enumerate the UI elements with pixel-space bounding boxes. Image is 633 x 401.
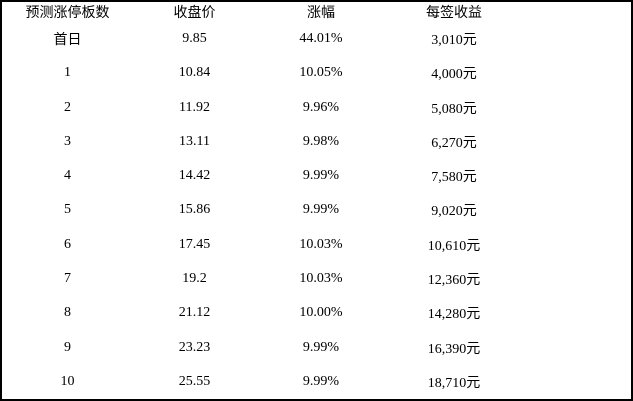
row-filler-cell bbox=[522, 228, 631, 262]
cell-predicted-boards: 7 bbox=[64, 270, 71, 286]
cell-profit-per-lot: 12,360元 bbox=[427, 272, 481, 288]
cell-predicted-boards: 首日 bbox=[53, 33, 82, 49]
row-filler-cell bbox=[522, 91, 631, 125]
cell-profit-per-lot: 4,000元 bbox=[431, 67, 477, 83]
cell-gain-percent: 10.03% bbox=[299, 270, 343, 286]
cell-profit-per-lot: 10,610元 bbox=[427, 238, 481, 254]
cell-profit-per-lot: 6,270元 bbox=[431, 135, 477, 151]
cell-gain-percent: 9.96% bbox=[302, 99, 340, 115]
cell-closing-price: 21.12 bbox=[178, 305, 211, 321]
cell-profit-per-lot: 16,390元 bbox=[427, 341, 481, 357]
row-filler-cell bbox=[522, 262, 631, 296]
row-filler-cell bbox=[522, 330, 631, 364]
table-row: 9 23.23 9.99% 16,390元 bbox=[2, 330, 631, 364]
cell-closing-price: 10.84 bbox=[178, 65, 211, 81]
row-filler-cell bbox=[522, 365, 631, 399]
table-row: 5 15.86 9.99% 9,020元 bbox=[2, 193, 631, 227]
table-row: 3 13.11 9.98% 6,270元 bbox=[2, 125, 631, 159]
cell-predicted-boards: 8 bbox=[64, 305, 71, 321]
cell-gain-percent: 9.99% bbox=[302, 168, 340, 184]
table-row: 7 19.2 10.03% 12,360元 bbox=[2, 262, 631, 296]
cell-closing-price: 13.11 bbox=[179, 133, 210, 149]
row-filler-cell bbox=[522, 56, 631, 90]
cell-closing-price: 11.92 bbox=[179, 99, 210, 115]
cell-profit-per-lot: 14,280元 bbox=[427, 307, 481, 323]
cell-gain-percent: 10.03% bbox=[299, 236, 343, 252]
cell-gain-percent: 10.05% bbox=[299, 65, 343, 81]
cell-profit-per-lot: 3,010元 bbox=[431, 33, 477, 49]
header-closing-price: 收盘价 bbox=[173, 6, 216, 21]
cell-profit-per-lot: 7,580元 bbox=[431, 170, 477, 186]
cell-predicted-boards: 1 bbox=[64, 65, 71, 81]
cell-predicted-boards: 3 bbox=[64, 133, 71, 149]
cell-closing-price: 9.85 bbox=[182, 31, 207, 47]
cell-gain-percent: 9.99% bbox=[302, 339, 340, 355]
cell-closing-price: 17.45 bbox=[178, 236, 211, 252]
cell-predicted-boards: 10 bbox=[60, 373, 75, 389]
cell-closing-price: 15.86 bbox=[178, 202, 211, 218]
header-filler-cell bbox=[522, 2, 631, 22]
cell-profit-per-lot: 9,020元 bbox=[431, 204, 477, 220]
table-row: 4 14.42 9.99% 7,580元 bbox=[2, 159, 631, 193]
cell-predicted-boards: 5 bbox=[64, 202, 71, 218]
table-row: 首日 9.85 44.01% 3,010元 bbox=[2, 22, 631, 56]
row-filler-cell bbox=[522, 159, 631, 193]
table-row: 8 21.12 10.00% 14,280元 bbox=[2, 296, 631, 330]
cell-profit-per-lot: 5,080元 bbox=[431, 101, 477, 117]
table-row: 10 25.55 9.99% 18,710元 bbox=[2, 365, 631, 399]
cell-gain-percent: 9.98% bbox=[302, 133, 340, 149]
cell-predicted-boards: 2 bbox=[64, 99, 71, 115]
table-row: 2 11.92 9.96% 5,080元 bbox=[2, 91, 631, 125]
row-filler-cell bbox=[522, 125, 631, 159]
row-filler-cell bbox=[522, 296, 631, 330]
cell-profit-per-lot: 18,710元 bbox=[427, 375, 481, 391]
cell-gain-percent: 10.00% bbox=[299, 305, 343, 321]
cell-closing-price: 19.2 bbox=[182, 270, 207, 286]
cell-predicted-boards: 4 bbox=[64, 168, 71, 184]
header-profit-per-lot: 每签收益 bbox=[426, 6, 482, 21]
header-gain-percent: 涨幅 bbox=[307, 6, 335, 21]
cell-closing-price: 25.55 bbox=[178, 373, 211, 389]
cell-gain-percent: 9.99% bbox=[302, 202, 340, 218]
cell-predicted-boards: 6 bbox=[64, 236, 71, 252]
header-predicted-boards: 预测涨停板数 bbox=[25, 6, 110, 21]
cell-predicted-boards: 9 bbox=[64, 339, 71, 355]
row-filler-cell bbox=[522, 22, 631, 56]
table-header-row: 预测涨停板数 收盘价 涨幅 每签收益 bbox=[2, 2, 631, 22]
cell-closing-price: 14.42 bbox=[178, 168, 211, 184]
table-row: 1 10.84 10.05% 4,000元 bbox=[2, 56, 631, 90]
cell-closing-price: 23.23 bbox=[178, 339, 211, 355]
table-row: 6 17.45 10.03% 10,610元 bbox=[2, 228, 631, 262]
row-filler-cell bbox=[522, 193, 631, 227]
table-body: 首日 9.85 44.01% 3,010元 1 10.84 10.05% 4,000元 2 11.… bbox=[2, 22, 631, 399]
cell-gain-percent: 44.01% bbox=[299, 31, 343, 47]
cell-gain-percent: 9.99% bbox=[302, 373, 340, 389]
